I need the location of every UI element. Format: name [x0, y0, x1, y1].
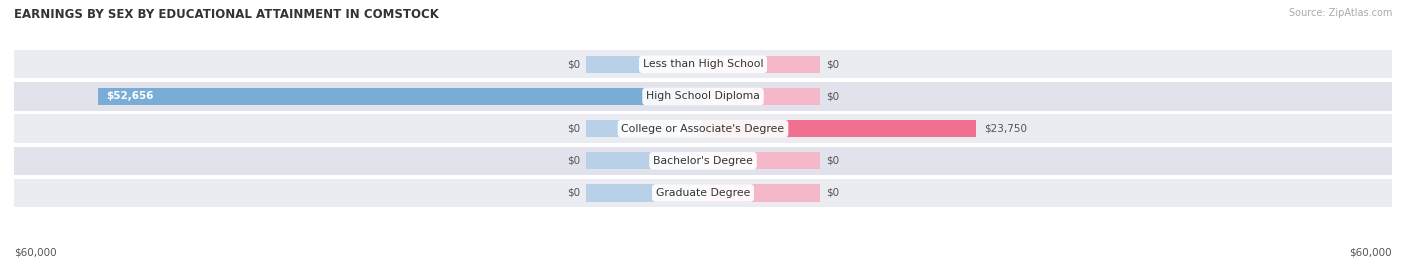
Bar [703, 184, 820, 202]
Bar [14, 147, 1392, 175]
Text: $0: $0 [567, 124, 581, 134]
Bar [98, 88, 703, 105]
Bar [703, 152, 820, 169]
Bar [586, 56, 703, 73]
Text: $0: $0 [567, 59, 581, 69]
Text: $60,000: $60,000 [14, 247, 56, 257]
Bar [14, 82, 1392, 111]
Text: $52,656: $52,656 [107, 91, 155, 102]
Text: Bachelor's Degree: Bachelor's Degree [652, 156, 754, 166]
Bar [14, 114, 1392, 143]
Bar [586, 184, 703, 202]
Text: High School Diploma: High School Diploma [647, 91, 759, 102]
Text: $60,000: $60,000 [1350, 247, 1392, 257]
Bar [14, 179, 1392, 207]
Text: $0: $0 [567, 188, 581, 198]
Text: $0: $0 [825, 156, 839, 166]
Text: $0: $0 [825, 59, 839, 69]
Text: $0: $0 [825, 188, 839, 198]
Text: Graduate Degree: Graduate Degree [655, 188, 751, 198]
Bar [703, 56, 820, 73]
Text: $0: $0 [567, 156, 581, 166]
Text: Less than High School: Less than High School [643, 59, 763, 69]
Bar [14, 50, 1392, 79]
Bar [586, 152, 703, 169]
Text: $23,750: $23,750 [984, 124, 1026, 134]
Bar [586, 120, 703, 137]
Text: $0: $0 [825, 91, 839, 102]
Text: College or Associate's Degree: College or Associate's Degree [621, 124, 785, 134]
Bar [703, 120, 976, 137]
Bar [703, 88, 820, 105]
Text: EARNINGS BY SEX BY EDUCATIONAL ATTAINMENT IN COMSTOCK: EARNINGS BY SEX BY EDUCATIONAL ATTAINMEN… [14, 8, 439, 21]
Text: Source: ZipAtlas.com: Source: ZipAtlas.com [1288, 8, 1392, 18]
